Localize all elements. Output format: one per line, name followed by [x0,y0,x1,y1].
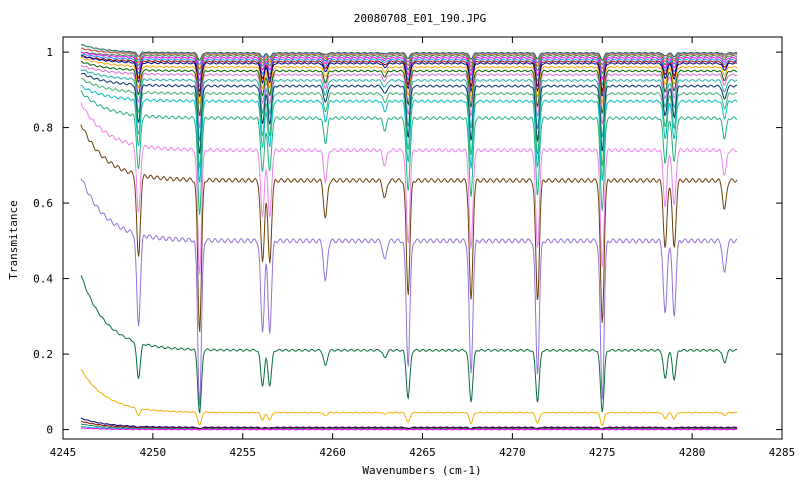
series-line [80,44,738,62]
y-tick-label: 0.4 [33,273,53,286]
x-tick-label: 4255 [230,446,257,459]
series-line [80,178,738,407]
series-line [80,60,738,117]
series-line [80,47,738,66]
y-tick-label: 0.2 [33,348,53,361]
series-line [80,51,738,82]
x-tick-label: 4260 [319,446,346,459]
series-line [80,124,738,332]
series-line [80,51,738,76]
series-line [80,102,738,275]
series-line [80,55,738,98]
series-line [80,69,738,142]
series-line [80,427,738,431]
x-tick-label: 4265 [409,446,436,459]
series-line [80,72,738,154]
x-tick-label: 4245 [50,446,77,459]
y-tick-label: 1 [46,46,53,59]
series-layer [80,44,738,431]
x-tick-label: 4280 [679,446,706,459]
y-axis-title: Transmitance [7,200,20,279]
series-line [80,275,738,414]
series-line [80,53,738,88]
x-axis-title: Wavenumbers (cm-1) [362,464,481,477]
series-line [80,64,738,129]
x-tick-label: 4275 [589,446,616,459]
series-line [80,77,738,168]
series-line [80,56,738,106]
axis-ticks: 4245 4250 4255 4260 4265 4270 4275 4280 4285 0 0.2… [33,37,795,459]
chart-title: 20080708_E01_190.JPG [354,12,486,25]
x-tick-label: 4250 [140,446,167,459]
y-tick-label: 0.8 [33,122,53,135]
series-line [80,368,738,427]
series-line [80,90,738,216]
series-line [81,85,738,183]
x-tick-label: 4285 [769,446,796,459]
y-tick-label: 0.6 [33,197,53,210]
y-tick-label: 0 [46,424,53,437]
series-line [80,47,738,70]
x-tick-label: 4270 [499,446,526,459]
